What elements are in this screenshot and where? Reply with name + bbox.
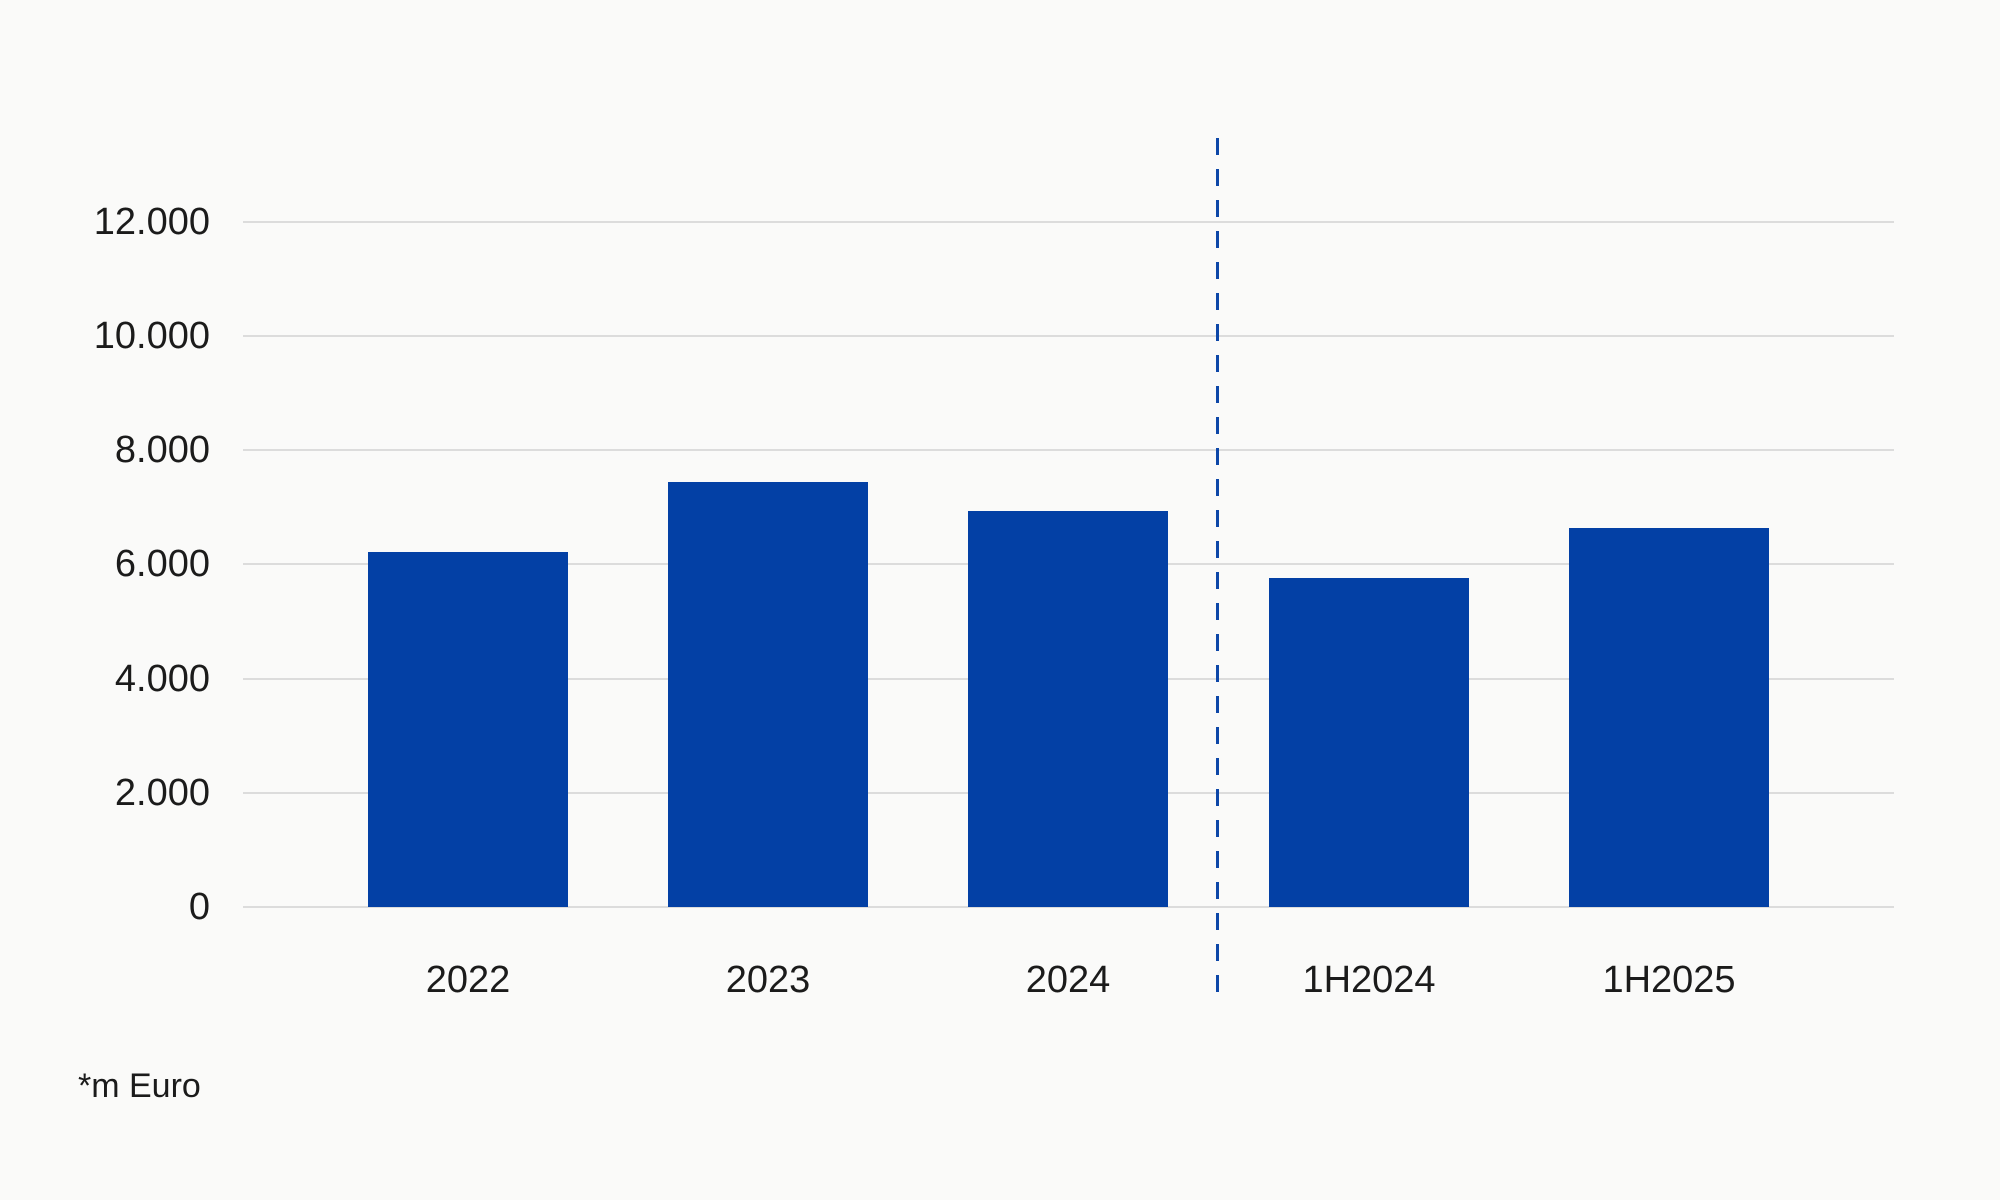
y-axis-tick-label-8.000: 8.000 [114, 429, 210, 472]
gridline-12.000 [243, 220, 1894, 223]
x-axis-label-1H2024: 1H2024 [1302, 959, 1436, 1001]
x-axis-label-2024: 2024 [1025, 959, 1111, 1001]
gridline-10.000 [243, 335, 1894, 337]
x-axis-label-2022: 2022 [425, 959, 511, 1001]
gridline-8.000 [243, 449, 1894, 452]
bar-1H2024 [1269, 577, 1469, 907]
bar-2022 [368, 552, 568, 907]
y-axis-tick-label-6.000: 6.000 [114, 543, 210, 586]
gridline-0 [243, 906, 1894, 908]
x-axis-label-1H2025: 1H2025 [1602, 959, 1736, 1001]
y-axis-tick-label-12.000: 12.000 [93, 200, 210, 243]
y-axis-tick-label-0: 0 [188, 886, 210, 928]
period-separator-dashed-line [1216, 138, 1219, 998]
x-axis-label-2023: 2023 [725, 959, 811, 1001]
unit-footnote: *m Euro [78, 1067, 201, 1105]
bar-1H2025 [1569, 528, 1769, 907]
y-axis-tick-label-2.000: 2.000 [114, 771, 210, 814]
y-axis-tick-label-10.000: 10.000 [93, 315, 210, 357]
bar-2023 [668, 481, 868, 907]
bar-2024 [968, 510, 1168, 907]
y-axis-tick-label-4.000: 4.000 [114, 657, 210, 700]
